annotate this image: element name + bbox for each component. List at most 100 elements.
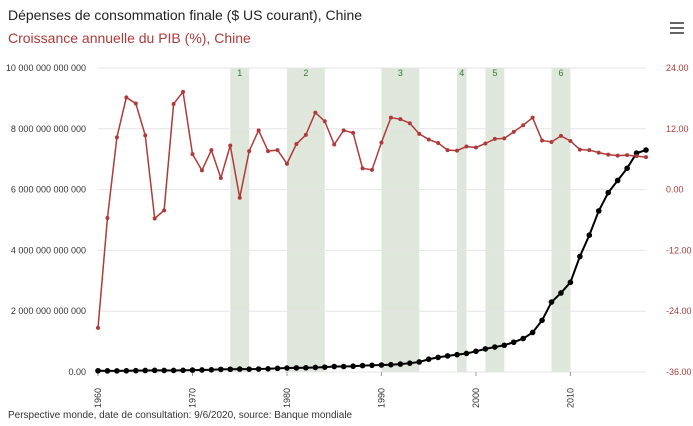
- growth-point: [105, 215, 110, 220]
- left-axis-tick-label: 0.00: [68, 367, 86, 377]
- consumption-point: [227, 366, 234, 373]
- x-axis-tick-label: 2010: [565, 388, 575, 408]
- growth-point: [483, 141, 488, 146]
- growth-point: [237, 195, 242, 200]
- consumption-point: [246, 366, 252, 372]
- shaded-band: [485, 68, 505, 372]
- consumption-point: [161, 367, 167, 374]
- consumption-point: [406, 360, 413, 366]
- consumption-point: [454, 351, 460, 358]
- growth-point: [634, 154, 639, 159]
- band-label: 5: [492, 68, 497, 78]
- consumption-point: [520, 335, 526, 342]
- consumption-point: [501, 342, 508, 349]
- consumption-point: [624, 165, 630, 172]
- growth-point: [332, 142, 337, 147]
- consumption-point: [605, 189, 612, 196]
- right-axis-tick-label: 0.00: [666, 185, 684, 195]
- growth-point: [133, 101, 138, 106]
- consumption-point: [444, 353, 451, 359]
- growth-point: [549, 139, 554, 144]
- consumption-point: [142, 367, 149, 374]
- consumption-point: [132, 367, 139, 374]
- right-axis-tick-label: -36.00: [666, 367, 692, 377]
- consumption-point: [208, 367, 215, 373]
- consumption-point: [435, 354, 441, 361]
- growth-point: [568, 138, 573, 143]
- growth-point: [303, 132, 308, 137]
- consumption-point: [539, 317, 545, 324]
- right-axis-tick-label: 24.00: [666, 63, 689, 73]
- growth-point: [322, 119, 327, 124]
- growth-point: [644, 155, 648, 160]
- consumption-point: [633, 150, 640, 156]
- consumption-point: [510, 339, 517, 346]
- growth-point: [587, 148, 592, 153]
- consumption-point: [567, 279, 574, 286]
- left-axis-tick-label: 4 000 000 000 000: [11, 245, 86, 255]
- consumption-point: [359, 362, 366, 369]
- consumption-point: [350, 363, 356, 370]
- growth-point: [181, 89, 186, 94]
- consumption-point: [180, 367, 186, 374]
- consumption-point: [236, 366, 243, 372]
- growth-point: [284, 161, 289, 166]
- shaded-band: [381, 68, 420, 372]
- consumption-point: [586, 232, 593, 238]
- band-label: 1: [237, 68, 242, 78]
- growth-point: [218, 175, 223, 180]
- consumption-point: [558, 290, 564, 296]
- consumption-point: [388, 361, 394, 368]
- left-axis-tick-label: 6 000 000 000 000: [11, 185, 86, 195]
- growth-point: [124, 95, 129, 100]
- consumption-point: [303, 364, 309, 371]
- x-axis-tick-label: 1990: [376, 388, 386, 408]
- growth-point: [162, 208, 167, 213]
- consumption-point: [473, 348, 479, 355]
- consumption-point: [416, 359, 423, 365]
- consumption-point: [529, 329, 536, 336]
- growth-point: [190, 152, 195, 157]
- hamburger-menu-icon[interactable]: [670, 22, 684, 34]
- consumption-point: [170, 367, 177, 374]
- shaded-band: [286, 68, 325, 372]
- consumption-point: [114, 368, 120, 374]
- x-axis-tick-label: 2000: [471, 388, 481, 408]
- growth-point: [455, 148, 460, 153]
- growth-point: [256, 128, 261, 133]
- growth-point: [521, 123, 526, 128]
- growth-point: [473, 145, 478, 150]
- consumption-point: [321, 364, 328, 370]
- growth-point: [313, 110, 318, 115]
- shaded-band: [230, 68, 250, 372]
- consumption-point: [255, 366, 262, 372]
- left-axis-tick-label: 10 000 000 000 000: [6, 63, 86, 73]
- band-label: 3: [398, 68, 403, 78]
- growth-point: [351, 130, 356, 135]
- consumption-point: [643, 147, 649, 153]
- growth-point: [407, 121, 412, 126]
- growth-point: [379, 140, 384, 145]
- right-axis-tick-label: -24.00: [666, 306, 692, 316]
- growth-point: [445, 148, 450, 153]
- growth-point: [171, 101, 176, 106]
- growth-point: [436, 140, 441, 145]
- chart-title: Dépenses de consommation finale ($ US co…: [8, 7, 363, 23]
- source-note: Perspective monde, date de consultation:…: [8, 410, 353, 421]
- growth-point: [388, 115, 393, 120]
- consumption-point: [378, 362, 385, 368]
- consumption-point: [425, 356, 432, 363]
- shaded-band: [457, 68, 467, 372]
- consumption-point: [369, 362, 375, 369]
- growth-point: [275, 148, 280, 153]
- consumption-point: [463, 350, 470, 357]
- consumption-point: [482, 346, 489, 352]
- growth-point: [152, 216, 157, 221]
- growth-point: [530, 115, 535, 120]
- growth-point: [266, 149, 271, 154]
- growth-point: [606, 152, 611, 157]
- growth-point: [540, 138, 545, 143]
- growth-point: [558, 133, 563, 138]
- chart-subtitle: Croissance annuelle du PIB (%), Chine: [8, 30, 251, 46]
- consumption-point: [123, 367, 130, 374]
